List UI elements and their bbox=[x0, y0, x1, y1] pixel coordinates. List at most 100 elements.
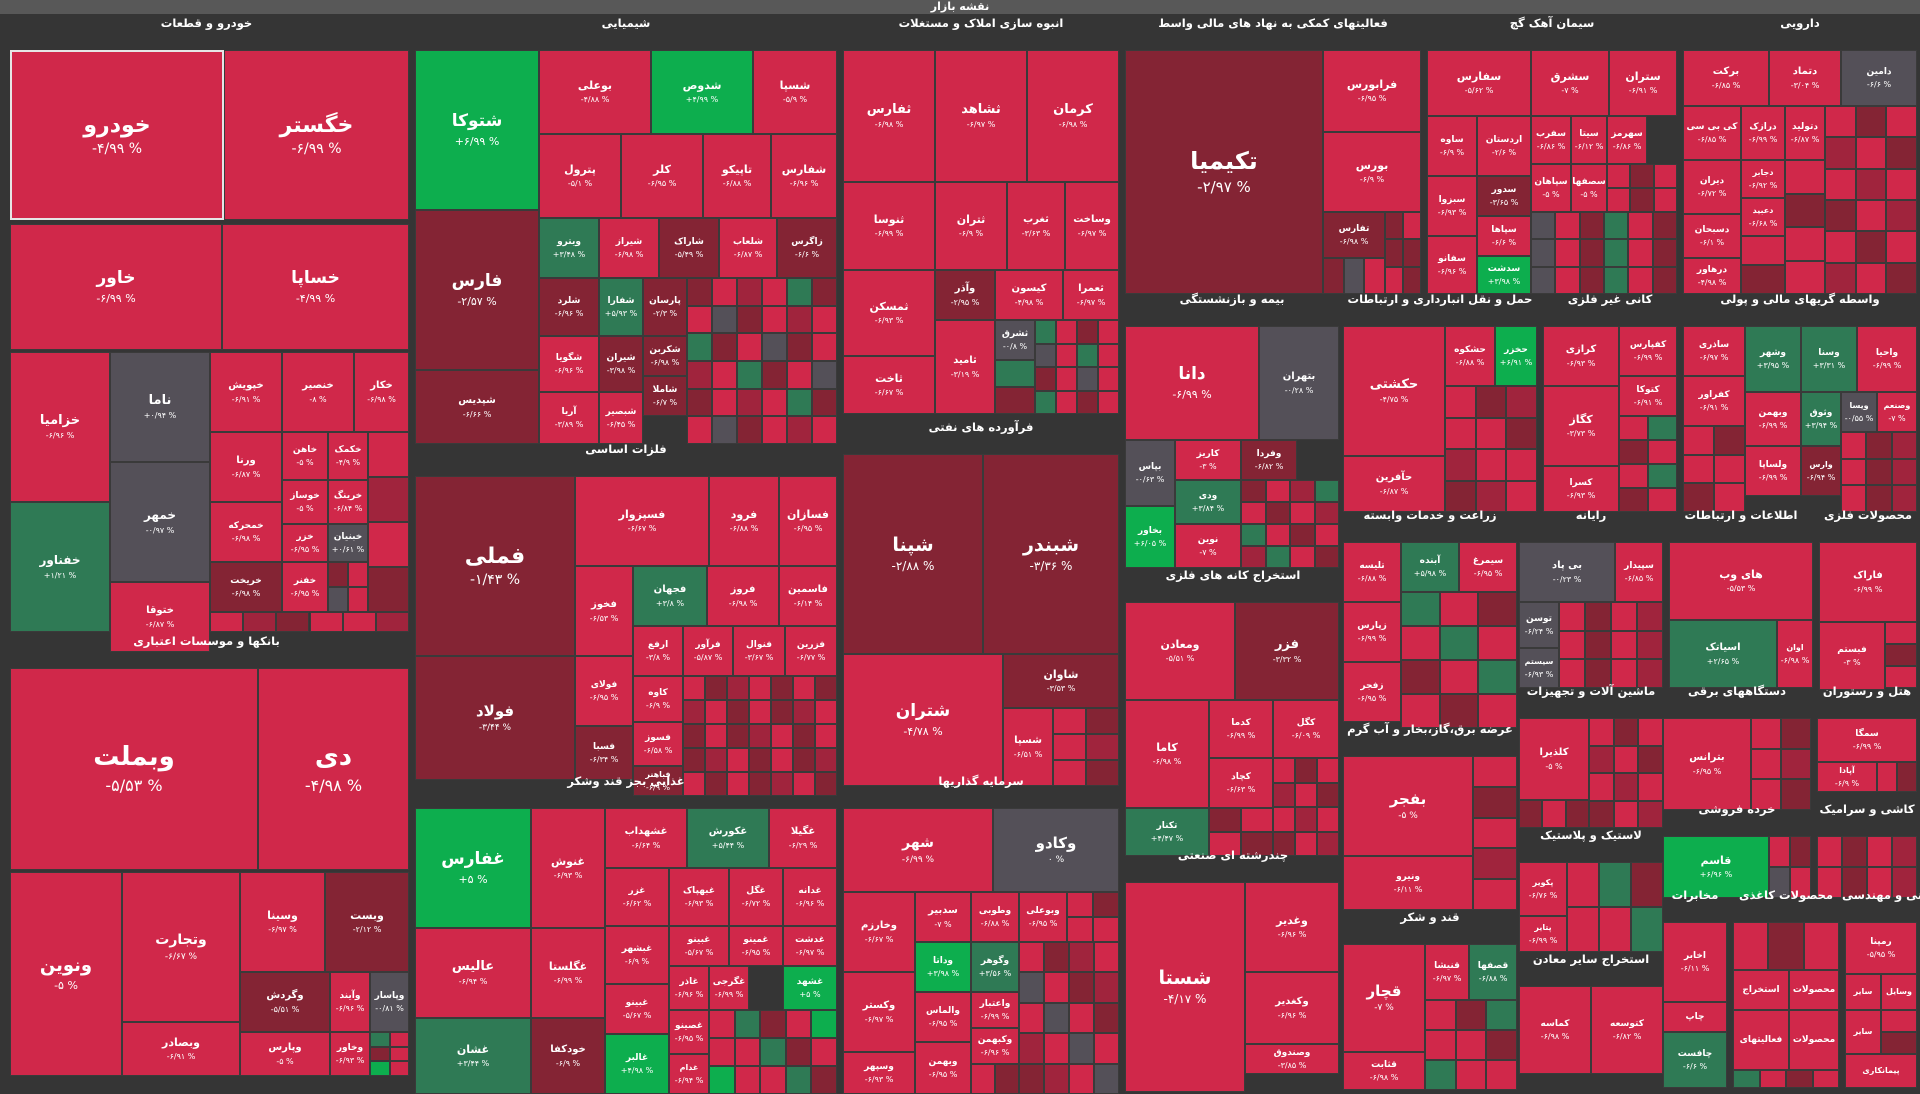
stock-tile-small[interactable] bbox=[1714, 454, 1745, 484]
stock-tile-small[interactable] bbox=[309, 612, 343, 632]
stock-tile[interactable]: غبینو -۵/۶۷ % bbox=[669, 926, 729, 966]
stock-tile-small[interactable] bbox=[1323, 258, 1344, 294]
stock-tile[interactable]: وبهمن -۶/۹۵ % bbox=[915, 1042, 971, 1094]
stock-tile-small[interactable] bbox=[1628, 212, 1653, 240]
stock-tile[interactable]: کسرا -۶/۹۳ % bbox=[1543, 466, 1619, 512]
stock-tile-small[interactable] bbox=[1314, 546, 1339, 568]
stock-tile-small[interactable] bbox=[1648, 488, 1677, 512]
stock-tile-small[interactable] bbox=[1781, 748, 1811, 780]
stock-tile[interactable]: فنوال -۳/۶۷ % bbox=[733, 626, 785, 676]
stock-tile-small[interactable] bbox=[1768, 922, 1804, 970]
stock-tile-small[interactable] bbox=[1069, 1002, 1094, 1034]
stock-tile[interactable]: وبهمن -۶/۹۹ % bbox=[1745, 392, 1801, 446]
stock-tile[interactable]: خگستر -۶/۹۹ % bbox=[224, 50, 409, 220]
stock-tile[interactable]: شتوکا +۶/۹۹ % bbox=[415, 50, 539, 210]
stock-tile-small[interactable] bbox=[368, 432, 409, 477]
stock-tile-small[interactable] bbox=[1886, 137, 1917, 169]
stock-tile-small[interactable] bbox=[1506, 449, 1537, 481]
stock-tile[interactable]: ویترو +۳/۴۸ % bbox=[539, 218, 599, 278]
stock-tile[interactable]: زاگرس -۶/۶ % bbox=[777, 218, 837, 278]
stock-tile-small[interactable] bbox=[1841, 485, 1867, 512]
stock-tile[interactable]: وارس -۶/۹۴ % bbox=[1801, 446, 1841, 496]
stock-tile-small[interactable] bbox=[1273, 758, 1295, 783]
stock-tile-small[interactable] bbox=[734, 1010, 761, 1038]
stock-tile-small[interactable] bbox=[1653, 164, 1677, 188]
stock-tile[interactable]: وغدیر -۶/۹۶ % bbox=[1245, 882, 1339, 972]
stock-tile-small[interactable] bbox=[1035, 343, 1056, 367]
stock-tile[interactable]: دجابر -۶/۹۲ % bbox=[1741, 160, 1785, 198]
stock-tile-small[interactable] bbox=[749, 772, 771, 796]
stock-tile-small[interactable] bbox=[1607, 164, 1631, 188]
stock-tile-small[interactable] bbox=[1648, 464, 1677, 488]
stock-tile[interactable]: سهرمز -۶/۸۶ % bbox=[1607, 116, 1647, 164]
stock-tile-small[interactable] bbox=[243, 612, 277, 632]
stock-tile-small[interactable] bbox=[1607, 188, 1631, 212]
stock-tile[interactable]: غبینو -۵/۶۷ % bbox=[605, 984, 669, 1034]
stock-tile-small[interactable] bbox=[1579, 266, 1604, 294]
stock-tile-small[interactable] bbox=[1759, 1070, 1786, 1088]
stock-tile-small[interactable] bbox=[705, 676, 727, 700]
stock-tile[interactable]: کلذیرا -۵ % bbox=[1519, 718, 1589, 800]
stock-tile[interactable]: سپاها -۶/۶ % bbox=[1477, 216, 1531, 256]
stock-tile-small[interactable] bbox=[1019, 972, 1044, 1003]
stock-tile-small[interactable] bbox=[1053, 734, 1086, 760]
stock-tile-small[interactable] bbox=[1241, 546, 1266, 568]
stock-tile-small[interactable] bbox=[1866, 485, 1892, 512]
stock-tile[interactable]: خاور -۶/۹۹ % bbox=[10, 224, 222, 350]
stock-tile-small[interactable] bbox=[812, 416, 837, 444]
stock-tile-small[interactable] bbox=[1589, 800, 1614, 828]
stock-tile-small[interactable] bbox=[1781, 779, 1811, 810]
stock-tile-small[interactable] bbox=[1077, 390, 1098, 414]
stock-tile[interactable]: کفپارس -۶/۹۹ % bbox=[1619, 326, 1677, 376]
stock-tile-small[interactable] bbox=[1403, 266, 1421, 294]
stock-tile-small[interactable] bbox=[1790, 836, 1811, 867]
stock-tile-small[interactable] bbox=[1385, 239, 1403, 267]
stock-tile-small[interactable] bbox=[1604, 239, 1629, 267]
stock-tile[interactable]: پکویر -۶/۷۶ % bbox=[1519, 862, 1567, 916]
stock-tile-small[interactable] bbox=[734, 1038, 761, 1066]
stock-tile[interactable]: ساوه -۶/۹ % bbox=[1427, 116, 1477, 176]
stock-tile[interactable]: کاریز -۳ % bbox=[1175, 440, 1241, 480]
stock-tile[interactable]: وخاور -۶/۹۳ % bbox=[330, 1032, 370, 1076]
stock-tile-small[interactable] bbox=[1044, 1002, 1069, 1034]
stock-tile-small[interactable] bbox=[1290, 480, 1315, 502]
stock-tile-small[interactable] bbox=[1069, 1063, 1094, 1094]
stock-tile[interactable]: ثعمرا -۶/۹۷ % bbox=[1063, 270, 1119, 320]
stock-tile[interactable]: بتهران -۰/۲۸ % bbox=[1259, 326, 1339, 440]
stock-tile[interactable]: خمحرکه -۶/۹۸ % bbox=[210, 502, 282, 562]
stock-tile[interactable]: تفارس -۶/۹۸ % bbox=[1323, 212, 1385, 258]
stock-tile[interactable]: غنوش -۶/۹۳ % bbox=[531, 808, 605, 928]
stock-tile-small[interactable] bbox=[1683, 483, 1714, 512]
stock-tile[interactable]: محصولات bbox=[1789, 1010, 1839, 1070]
stock-tile-small[interactable] bbox=[812, 333, 837, 361]
stock-tile[interactable]: دیران -۶/۷۲ % bbox=[1683, 160, 1741, 214]
stock-tile[interactable]: قثابت -۶/۹۸ % bbox=[1343, 1052, 1425, 1090]
stock-tile[interactable]: کتوسعه -۶/۸۲ % bbox=[1591, 986, 1663, 1074]
stock-tile-small[interactable] bbox=[749, 724, 771, 748]
stock-tile-small[interactable] bbox=[348, 587, 368, 612]
stock-tile-small[interactable] bbox=[1069, 972, 1094, 1003]
stock-tile-small[interactable] bbox=[811, 1010, 837, 1038]
stock-tile[interactable]: عالیس -۶/۹۴ % bbox=[415, 928, 531, 1018]
stock-tile-small[interactable] bbox=[1295, 758, 1317, 783]
stock-tile-small[interactable] bbox=[1067, 917, 1093, 942]
stock-tile[interactable]: شلعاب -۶/۸۷ % bbox=[719, 218, 777, 278]
stock-tile-small[interactable] bbox=[1785, 160, 1825, 194]
stock-tile-small[interactable] bbox=[1317, 758, 1339, 783]
stock-tile-small[interactable] bbox=[1317, 782, 1339, 807]
stock-tile-small[interactable] bbox=[1241, 808, 1273, 832]
stock-tile[interactable]: کلر -۶/۹۵ % bbox=[621, 134, 703, 218]
stock-tile[interactable]: شبندر -۳/۳۶ % bbox=[983, 454, 1119, 654]
stock-tile[interactable]: قصفها -۶/۸۸ % bbox=[1469, 944, 1517, 1000]
stock-tile[interactable]: ثتران -۶/۹ % bbox=[935, 182, 1007, 270]
stock-tile-small[interactable] bbox=[1897, 762, 1917, 792]
stock-tile[interactable]: وپارس -۵ % bbox=[240, 1032, 330, 1076]
stock-tile[interactable]: غمینو -۶/۹۵ % bbox=[729, 926, 783, 966]
stock-tile-small[interactable] bbox=[1589, 745, 1614, 773]
stock-tile[interactable]: واحیا -۶/۹۹ % bbox=[1857, 326, 1917, 392]
stock-tile-small[interactable] bbox=[683, 724, 705, 748]
stock-tile-small[interactable] bbox=[1585, 630, 1611, 660]
stock-tile[interactable]: خکمک -۴/۹ % bbox=[328, 432, 368, 480]
stock-tile-small[interactable] bbox=[1825, 137, 1856, 169]
stock-tile[interactable]: وخارزم -۶/۶۷ % bbox=[843, 892, 915, 972]
